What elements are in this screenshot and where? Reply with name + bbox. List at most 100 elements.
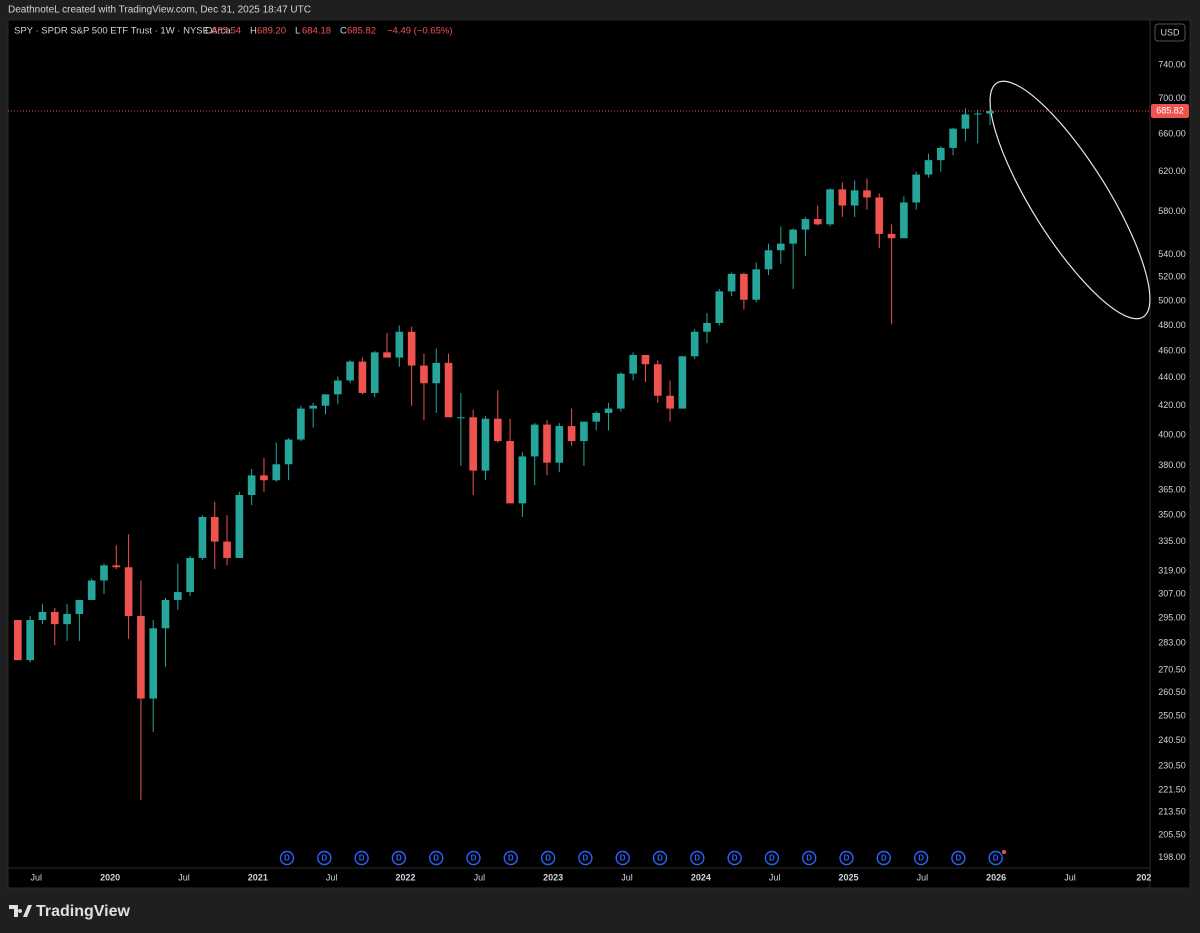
y-tick-label: 335.00 (1158, 536, 1186, 546)
new-dividend-dot (1002, 850, 1006, 854)
dividend-marker (615, 850, 630, 866)
ellipse-annotation (989, 80, 1151, 320)
candle-body (936, 147, 945, 161)
candle-body (161, 599, 170, 629)
candle-body (752, 269, 761, 300)
x-tick-label: 2026 (986, 872, 1006, 882)
y-tick-label: 740.00 (1158, 60, 1186, 70)
candle-body (346, 361, 354, 381)
candle-body (530, 424, 539, 457)
candle-body (297, 408, 305, 440)
candle-body (174, 592, 182, 600)
dividend-marker (876, 850, 891, 866)
candle-body (124, 567, 133, 616)
candle-body (272, 464, 281, 481)
candle-body (629, 354, 637, 374)
candle-body (740, 273, 748, 300)
candle-body (715, 291, 724, 323)
dividend-marker (988, 850, 1003, 866)
x-tick-label: Jul (621, 872, 633, 882)
y-tick-label: 198.00 (1158, 852, 1186, 862)
y-tick-label: 221.50 (1158, 785, 1186, 795)
candle-body (333, 380, 342, 395)
last-price-label: 685.82 (1156, 105, 1184, 115)
candle-body (641, 354, 650, 365)
dividend-marker (540, 850, 556, 866)
dividend-label: D (881, 854, 887, 863)
y-tick-label: 460.00 (1158, 345, 1186, 355)
candle-body (863, 190, 871, 198)
x-tick-label: 202 (1136, 872, 1151, 882)
candle-body (284, 439, 293, 465)
x-tick-label: 2023 (543, 872, 563, 882)
y-tick-label: 420.00 (1158, 400, 1186, 410)
candle-body (370, 352, 379, 393)
y-tick-label: 260.50 (1158, 687, 1186, 697)
dividend-label: D (844, 854, 850, 863)
x-tick-label: Jul (1064, 872, 1076, 882)
dividend-marker (503, 850, 518, 866)
currency[interactable]: USD (1160, 27, 1180, 37)
logo-mark (9, 905, 32, 917)
candle-body (309, 405, 318, 409)
y-tick-label: 520.00 (1158, 272, 1186, 282)
dividend-label: D (545, 854, 551, 863)
dividend-marker (279, 850, 295, 866)
candle-body (407, 331, 416, 366)
candle-body (493, 418, 502, 442)
candle-body (875, 197, 884, 234)
x-tick-label: 2022 (395, 872, 415, 882)
candle-body (777, 243, 785, 251)
y-tick-label: 500.00 (1158, 295, 1186, 305)
candle-body (826, 189, 834, 225)
y-tick-label: 270.50 (1158, 664, 1186, 674)
dividend-marker (391, 850, 407, 866)
y-tick-label: 540.00 (1158, 249, 1186, 259)
dividend-marker (764, 850, 780, 866)
x-tick-label: Jul (31, 872, 43, 882)
candle-body (703, 322, 711, 332)
candle-body (149, 628, 158, 699)
dividend-marker (951, 850, 966, 866)
dividend-marker (317, 850, 332, 866)
candle-body (444, 362, 453, 418)
candle-body (838, 189, 847, 206)
dividend-marker (354, 850, 369, 866)
x-tick-label: Jul (769, 872, 781, 882)
dividend-marker (578, 850, 593, 866)
candle-body (75, 599, 84, 614)
candle-body (567, 426, 576, 442)
symbol: SPY · SPDR S&P 500 ETF Trust · 1W · NYSE… (14, 26, 231, 37)
y-tick-label: 213.50 (1158, 807, 1186, 817)
dividend-label: D (471, 854, 477, 863)
dividend-label: D (583, 854, 589, 863)
candle-body (961, 114, 970, 129)
candle-body (260, 475, 268, 481)
candle-body (986, 111, 994, 114)
candle-body (38, 611, 47, 621)
candle-body (137, 615, 145, 699)
y-tick-label: 205.50 (1158, 830, 1186, 840)
x-tick-label: Jul (917, 872, 929, 882)
x-tick-label: 2021 (248, 872, 268, 882)
candle-body (727, 273, 736, 292)
candle-body (518, 456, 527, 504)
dividend-marker (690, 850, 705, 866)
candle-body (198, 516, 207, 558)
candle-body (789, 229, 797, 244)
candle-body (321, 394, 330, 406)
currency-box[interactable] (1154, 23, 1186, 42)
candle-body (481, 418, 490, 471)
y-tick-label: 480.00 (1158, 320, 1186, 330)
candle-body (247, 475, 256, 496)
y-tick-label: 295.00 (1158, 612, 1186, 622)
x-tick-label: 2025 (838, 872, 858, 882)
candle-body (666, 395, 674, 409)
candle-body (63, 613, 71, 625)
legend-high: 689.20 (257, 26, 286, 37)
y-tick-label: 307.00 (1158, 588, 1186, 598)
candle-body (358, 361, 367, 393)
dividend-label: D (620, 854, 626, 863)
y-tick-label: 230.50 (1158, 761, 1186, 771)
